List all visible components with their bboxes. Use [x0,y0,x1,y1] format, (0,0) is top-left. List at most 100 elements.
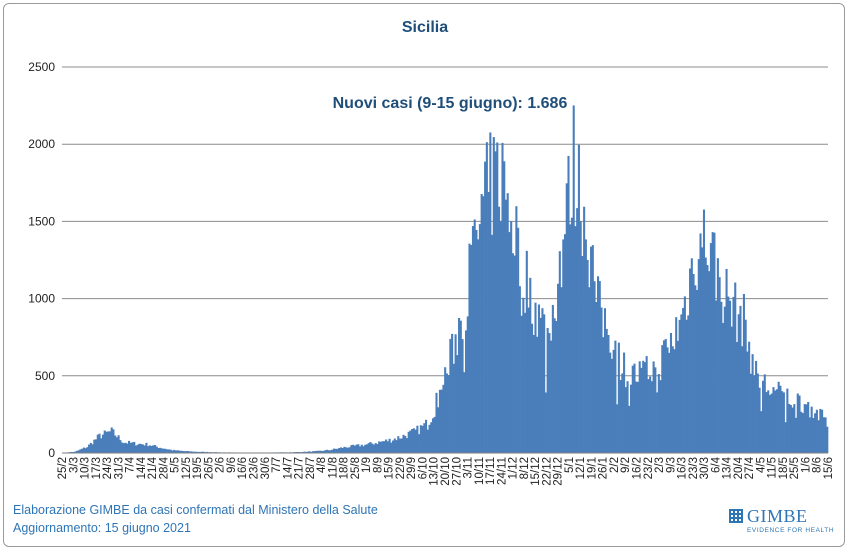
bar [390,442,393,453]
bar [393,438,396,453]
bar [581,256,584,453]
bar [482,196,485,453]
x-tick-label: 18/5 [778,457,790,479]
bar [107,431,110,453]
x-tick-label: 18/8 [339,457,351,479]
x-tick-label: 8/9 [372,457,384,473]
bar [108,431,111,453]
bar [520,315,523,453]
bar [668,352,671,453]
bar [718,277,721,453]
bar [341,447,344,453]
bar [353,445,356,453]
bar [89,442,92,453]
bar [464,330,468,453]
x-tick-label: 29/9 [406,457,418,479]
bar [72,451,75,453]
bar [794,417,798,453]
x-tick-label: 13/4 [722,456,734,479]
bar [492,137,495,453]
x-tick-label: 27/10 [451,457,463,486]
bar [767,390,770,453]
bar [728,300,732,453]
bar [423,423,426,453]
bar [577,144,580,453]
bar [699,233,702,453]
bar [690,258,693,453]
bar [734,282,737,453]
gimbe-logo-icon [729,509,743,523]
bar [662,340,666,453]
bar [150,445,153,453]
bar [761,380,765,453]
bar [468,243,471,453]
bar [369,442,372,453]
bar [572,105,575,454]
bar [775,389,778,453]
bar [148,445,151,453]
bar [405,438,409,453]
x-tick-label: 25/5 [789,457,801,479]
x-tick-label: 22/9 [395,457,407,479]
gimbe-logo-tagline: EVIDENCE FOR HEALTH [747,527,835,534]
bar [334,448,337,453]
bar [702,209,706,453]
bar [617,342,620,453]
bar [133,441,136,453]
bar [371,443,374,453]
bar [437,407,440,453]
bar [682,307,685,453]
bar [821,409,824,453]
bar [524,312,527,453]
bar [692,273,695,453]
bar [202,451,205,453]
x-tick-label: 16/2 [632,457,644,479]
x-tick-label: 17/3 [91,457,103,479]
bar [475,229,478,453]
bar [98,433,101,453]
bar [826,426,829,453]
bar [584,239,587,453]
bar [756,373,759,453]
bar [711,232,714,453]
bar [197,451,200,453]
bar [372,444,376,453]
bar [713,232,716,453]
bar [470,244,473,453]
bar [557,283,560,453]
bar [352,444,355,453]
bar [553,318,556,453]
bar [491,234,494,453]
bar [788,403,791,453]
bar [331,449,334,453]
bar [119,440,122,453]
bar [169,449,172,453]
bar [631,365,634,453]
bar [431,418,435,453]
bar [456,355,459,453]
bar [642,360,645,453]
x-tick-label: 16/3 [677,457,689,479]
bar [683,296,686,453]
x-tick-label: 1/6 [800,457,812,473]
bar [112,429,115,453]
x-tick-label: 4/8 [316,457,328,473]
x-tick-label: 29/12 [553,457,565,486]
bar [610,358,613,453]
bar [741,346,744,453]
bar [433,416,436,453]
x-tick-label: 2/6 [215,457,227,473]
bar [400,438,403,453]
x-tick-label: 7/7 [271,457,283,473]
x-tick-label: 5/5 [170,457,182,473]
x-tick-label: 23/3 [688,457,700,479]
bar [598,281,601,453]
bar [605,328,608,453]
x-tick-label: 12/5 [181,457,193,479]
bar [789,405,792,453]
bar [451,333,454,453]
bar [484,161,487,453]
bar [496,142,499,453]
bar [590,246,593,453]
bar [117,435,120,453]
